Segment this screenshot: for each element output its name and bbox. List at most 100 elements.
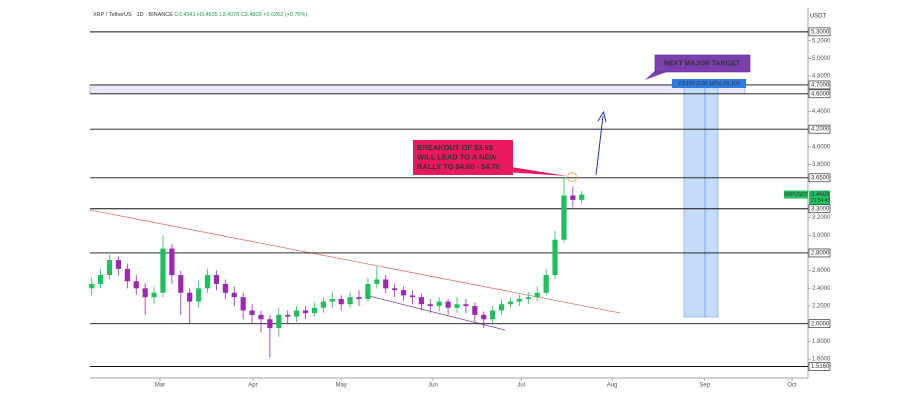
price-label: 3.4603	[811, 192, 830, 198]
candle-body	[267, 319, 273, 329]
target-box	[654, 54, 751, 73]
candle-body	[151, 292, 157, 298]
callout-text: WILL LEAD TO A NEW	[417, 152, 497, 161]
y-tick-label: 4.0000	[812, 144, 831, 150]
measure-box	[683, 84, 719, 318]
candle-body	[258, 314, 264, 320]
level-label-box	[808, 80, 831, 90]
open: O3.4541	[174, 12, 195, 18]
currency: USDT	[810, 14, 827, 20]
candle-body	[498, 304, 505, 311]
candle-body	[463, 304, 469, 307]
candle-body	[427, 304, 433, 307]
candle-body	[204, 275, 211, 289]
high: H3.4835	[197, 12, 218, 18]
level-label-box	[808, 89, 831, 99]
level-label: 3.6500	[811, 175, 830, 181]
candle-body	[160, 248, 166, 293]
level-label: 5.3000	[811, 29, 830, 35]
candle-body	[249, 310, 255, 315]
x-tick-label: Jun	[428, 383, 438, 389]
candle-body	[276, 314, 282, 329]
candle-body	[481, 314, 487, 320]
x-tick-label: May	[336, 383, 347, 389]
y-tick-label: 3.0000	[812, 233, 831, 239]
level-label: 3.3000	[811, 206, 830, 212]
level-label: 2.0000	[811, 321, 830, 327]
candle-body	[507, 301, 514, 305]
y-tick-label: 3.2000	[812, 215, 831, 221]
x-tick-label: Apr	[248, 383, 257, 389]
y-tick-label: 4.4000	[812, 109, 831, 115]
level-label-box	[808, 248, 831, 258]
candle-body	[516, 298, 522, 302]
callout-text: BREAKOUT OF $3.65	[417, 143, 493, 152]
candle-body	[285, 314, 291, 317]
measure-label-box	[672, 79, 746, 88]
x-tick-label: Mar	[155, 383, 165, 389]
change: +0.0262 (+0.76%)	[263, 12, 307, 18]
y-tick-label: 1.8000	[812, 339, 831, 345]
candle-body	[240, 297, 246, 311]
symbol-box	[784, 190, 808, 199]
candle-body	[561, 195, 567, 240]
x-tick-label: Sep	[699, 383, 710, 389]
y-tick-label: 5.2000	[812, 38, 831, 44]
candle-body	[543, 275, 549, 293]
target-zone	[89, 84, 746, 95]
y-tick-label: 5.0000	[812, 56, 831, 62]
candle-body	[222, 283, 228, 293]
level-label-box	[808, 27, 831, 37]
x-tick-label: Aug	[607, 383, 618, 389]
y-tick-label: 2.2000	[812, 304, 831, 310]
candle-body	[409, 295, 416, 298]
candle-body	[320, 301, 326, 308]
callout-box	[413, 140, 513, 175]
level-label-box	[808, 173, 831, 183]
y-tick-label: 4.8000	[812, 74, 831, 80]
candle-body	[89, 283, 95, 289]
candle-body	[374, 279, 380, 284]
candle-body	[356, 297, 362, 299]
candle-body	[400, 290, 407, 296]
level-label: 4.7000	[811, 83, 830, 89]
candle-body	[436, 301, 442, 307]
price-box	[809, 190, 830, 205]
measure-label: 2.5100 (120.10%) 25,100	[678, 81, 740, 87]
arrow-head	[597, 110, 607, 123]
candle-body	[142, 288, 148, 298]
symbol-label: XRPUSDT	[784, 192, 808, 198]
candle-body	[178, 275, 184, 293]
level-label-box	[808, 204, 831, 214]
callout-pointer	[505, 166, 567, 176]
candle-body	[570, 195, 576, 200]
y-tick-label: 2.4000	[812, 286, 831, 292]
level-label: 4.6000	[811, 91, 830, 97]
candle-body	[347, 297, 353, 305]
candle-body	[579, 194, 585, 200]
candle-body	[383, 279, 389, 289]
candle-body	[311, 307, 318, 314]
candle-body	[133, 281, 139, 289]
breakout-marker	[567, 172, 577, 182]
candle-body	[365, 283, 371, 299]
x-tick-label: Jul	[517, 383, 525, 389]
y-tick-label: 2.6000	[812, 268, 831, 274]
candle-body	[552, 239, 558, 276]
candle-body	[213, 275, 220, 284]
close: C3.4803	[241, 12, 262, 18]
level-label: 2.8000	[811, 251, 830, 257]
candle-body	[187, 292, 193, 302]
candle-body	[302, 310, 309, 314]
level-label-box	[808, 319, 831, 329]
candle-body	[445, 301, 451, 308]
y-tick-label: 3.8000	[812, 162, 831, 168]
projection-arrow	[595, 115, 604, 176]
x-tick-label: Oct	[787, 383, 797, 389]
candle-body	[534, 292, 540, 298]
level-label-box	[808, 124, 831, 134]
level-label: 1.5160	[811, 364, 830, 370]
y-tick-label: 1.6000	[812, 357, 831, 363]
candle-body	[115, 260, 122, 269]
candle-body	[329, 298, 335, 302]
